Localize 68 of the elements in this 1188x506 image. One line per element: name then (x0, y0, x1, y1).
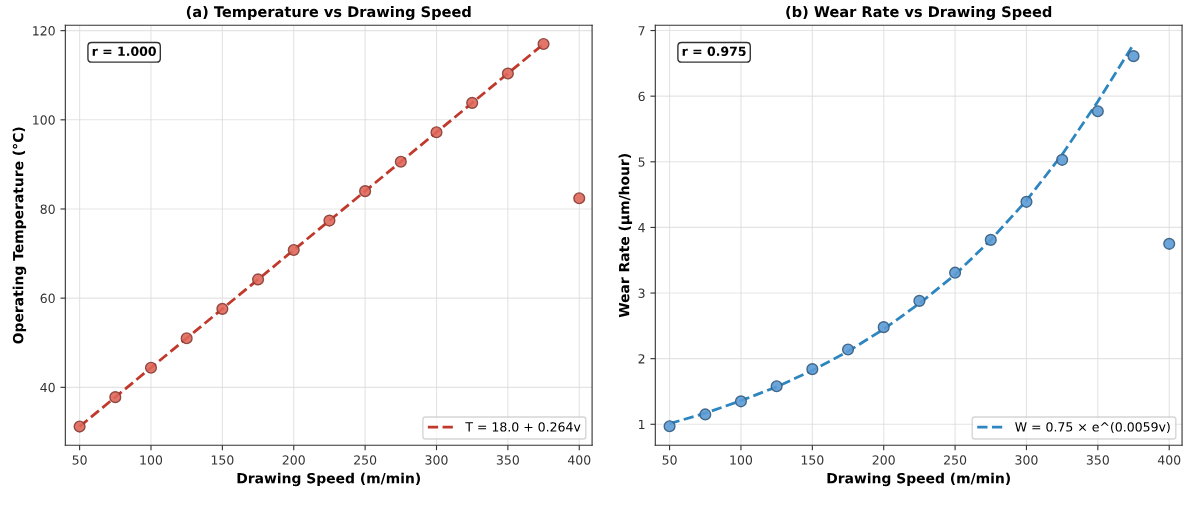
x-tick-label: 50 (662, 455, 677, 465)
point (1127, 50, 1140, 63)
y-tick-label: 100 (33, 115, 55, 125)
point (359, 185, 372, 198)
point (573, 192, 586, 205)
point (144, 361, 158, 374)
x-tick-label: 250 (944, 455, 967, 465)
point (1091, 105, 1104, 118)
point (430, 126, 443, 139)
point (251, 273, 265, 286)
point (770, 380, 783, 393)
point (663, 420, 676, 433)
chart-title: (a) Temperature vs Drawing Speed (186, 5, 471, 21)
x-tick-label: 300 (1015, 455, 1038, 465)
x-tick-label: 100 (140, 455, 163, 465)
legend-label: T = 18.0 + 0.264v (465, 422, 581, 432)
annotation: r = 0.975 (682, 46, 746, 56)
x-tick-label: 300 (425, 455, 448, 465)
y-tick-label: 5 (638, 157, 645, 167)
x-tick-label: 400 (1157, 455, 1181, 465)
point (180, 332, 193, 345)
x-tick-label: 350 (1086, 455, 1109, 465)
y-tick-label: 2 (638, 354, 645, 364)
chart-title: (b) Wear Rate vs Drawing Speed (786, 5, 1052, 21)
x-tick-label: 100 (730, 455, 753, 465)
y-tick-label: 4 (638, 223, 645, 233)
point (913, 294, 926, 307)
point (734, 395, 748, 408)
x-tick-label: 400 (567, 455, 591, 465)
x-axis-title: Drawing Speed (m/min) (827, 472, 1010, 487)
legend-label: W = 0.75 × e^(0.0059v) (1015, 421, 1170, 434)
y-tick-label: 7 (638, 26, 645, 36)
point (323, 214, 336, 227)
x-tick-label: 50 (72, 455, 87, 465)
point (287, 243, 300, 257)
point (806, 363, 819, 376)
y-tick-label: 1 (639, 419, 645, 430)
point (984, 233, 997, 246)
annotation: r = 1.000 (92, 46, 156, 56)
point (216, 302, 229, 315)
point (1020, 195, 1033, 208)
x-tick-label: 200 (872, 455, 895, 465)
point (1163, 237, 1176, 250)
point (949, 266, 962, 279)
point (1056, 153, 1069, 166)
y-tick-label: 60 (40, 293, 55, 304)
point (537, 37, 550, 51)
x-tick-label: 200 (282, 455, 305, 465)
y-tick-label: 6 (638, 91, 645, 102)
x-tick-label: 150 (801, 455, 824, 465)
y-tick-label: 3 (638, 288, 645, 298)
y-axis-title: Operating Temperature (°C) (12, 127, 27, 344)
y-tick-label: 40 (40, 382, 55, 393)
y-tick-label: 120 (33, 26, 55, 36)
point (501, 67, 514, 80)
point (73, 420, 86, 433)
x-tick-label: 150 (211, 455, 234, 465)
point (466, 96, 479, 109)
point (394, 155, 407, 168)
point (109, 391, 122, 404)
point (877, 321, 890, 334)
point (841, 343, 855, 356)
y-tick-label: 80 (40, 204, 55, 214)
point (699, 408, 712, 421)
x-tick-label: 250 (354, 455, 377, 465)
x-axis-title: Drawing Speed (m/min) (237, 472, 420, 487)
y-axis-title: Wear Rate (μm/hour) (618, 154, 633, 318)
x-tick-label: 350 (496, 455, 519, 465)
